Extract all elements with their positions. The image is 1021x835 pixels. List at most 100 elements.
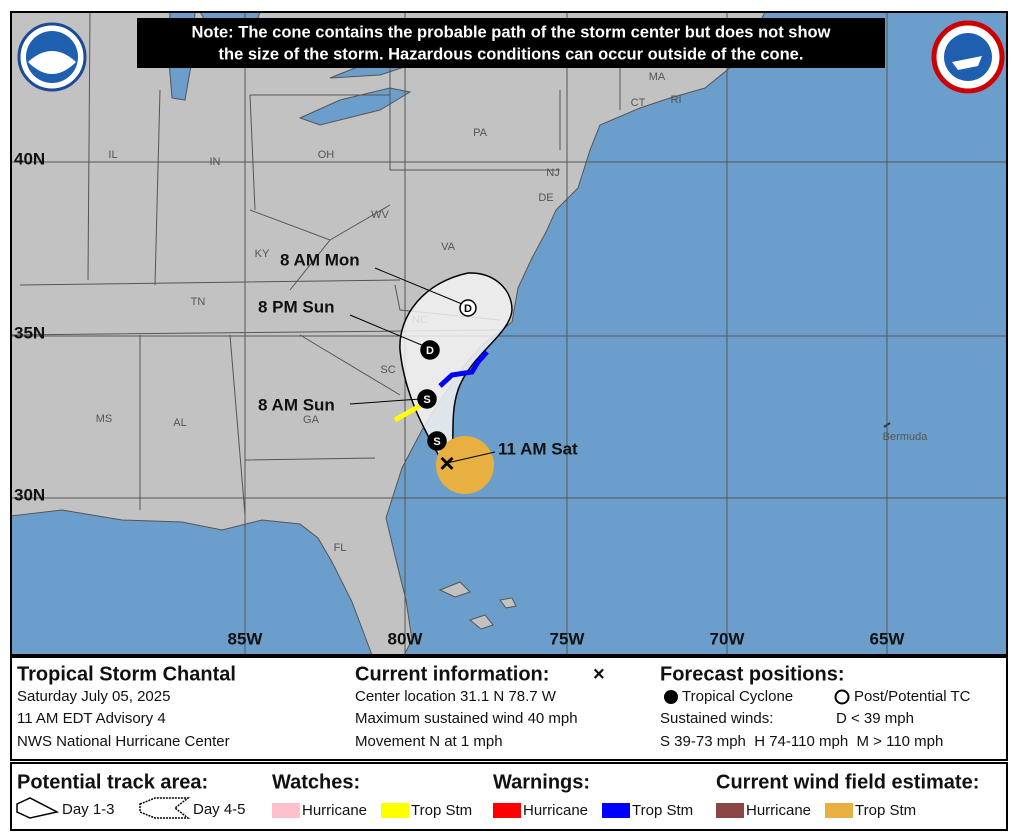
- state-label: MA: [649, 71, 666, 83]
- tc-icon: [664, 690, 678, 704]
- lon-label: 80W: [388, 629, 424, 648]
- lat-label: 30N: [14, 485, 45, 504]
- legend-text: D < 39 mph: [836, 710, 914, 727]
- legend-title: Potential track area:: [17, 771, 208, 793]
- cone: [399, 272, 513, 472]
- info-line: NWS National Hurricane Center: [17, 733, 230, 750]
- day45-icon: [139, 797, 191, 819]
- legend-swatch: [493, 803, 521, 818]
- lon-label: 75W: [550, 629, 586, 648]
- state-label: RI: [671, 94, 682, 106]
- current-marker: ×: [439, 448, 454, 478]
- legend-swatch: [716, 803, 744, 818]
- state-label: CT: [631, 97, 646, 109]
- forecast-point: [420, 340, 440, 360]
- point-label: 8 PM Sun: [258, 297, 335, 316]
- forecast-points: D D S S: [417, 299, 477, 451]
- lat-labels: 40N 35N 30N: [14, 149, 45, 504]
- state-label: AL: [173, 417, 186, 429]
- legend-swatch: [272, 803, 300, 818]
- info-line: 11 AM EDT Advisory 4: [17, 710, 166, 727]
- state-label: TN: [191, 296, 206, 308]
- state-label: IN: [210, 156, 221, 168]
- state-label: FL: [334, 542, 347, 554]
- legend-text: Trop Stm: [632, 802, 693, 819]
- place-label: Bermuda: [883, 431, 929, 443]
- state-label: IL: [108, 149, 117, 161]
- watch-segment: [393, 400, 427, 423]
- wind-field: [436, 436, 494, 494]
- state-label: PA: [473, 127, 488, 139]
- positions-title: Forecast positions:: [660, 663, 844, 685]
- lon-label: 70W: [710, 629, 746, 648]
- point-symbol: D: [426, 345, 434, 357]
- state-borders: [9, 11, 701, 516]
- state-labels: ILINOHPANJDEWVVAKYTNNCSCGAALMSFLMACTRI: [96, 71, 682, 554]
- legend-swatch: [381, 803, 409, 818]
- info-line: Saturday July 05, 2025: [17, 688, 170, 705]
- noaa-logo: [17, 22, 87, 92]
- state-label: WV: [371, 209, 389, 221]
- note: Note: The cone contains the probable pat…: [192, 23, 831, 41]
- point-symbol: S: [423, 394, 430, 406]
- legend-title: Current wind field estimate:: [716, 771, 979, 793]
- map-frame: [10, 11, 1008, 656]
- storm-title: Tropical Storm Chantal: [17, 663, 236, 685]
- lon-labels: 85W 80W 75W 70W 65W: [228, 629, 906, 648]
- land: [10, 11, 766, 656]
- state-label: OH: [318, 149, 335, 161]
- state-label: KY: [255, 248, 270, 260]
- state-label: VA: [441, 241, 456, 253]
- nws-logo: [931, 20, 1005, 94]
- current-symbol: ×: [593, 663, 605, 685]
- state-label: SC: [380, 364, 395, 376]
- note-box: [137, 18, 885, 68]
- lon-label: 85W: [228, 629, 264, 648]
- legend-title: Warnings:: [493, 771, 590, 793]
- legend-text: Trop Stm: [855, 802, 916, 819]
- legend-text: Day 4-5: [193, 801, 246, 818]
- state-label: DE: [538, 192, 553, 204]
- current-title: Current information:: [355, 663, 549, 685]
- legend-text: Tropical Cyclone: [682, 688, 793, 705]
- lon-label: 65W: [870, 629, 906, 648]
- forecast-point: [427, 431, 447, 451]
- state-label: NJ: [546, 167, 559, 179]
- lat-label: 35N: [14, 323, 45, 342]
- legend-swatch: [825, 803, 853, 818]
- point-label: 11 AM Sat: [498, 439, 578, 458]
- legend-text: Day 1-3: [62, 801, 115, 818]
- state-label: GA: [303, 414, 320, 426]
- bahamas: [438, 581, 517, 630]
- lake-erie: [298, 87, 412, 126]
- post-icon: [834, 689, 850, 705]
- legend-text: S 39-73 mph H 74-110 mph M > 110 mph: [660, 733, 943, 750]
- note: the size of the storm. Hazardous conditi…: [219, 45, 804, 63]
- legend-text: Sustained winds:: [660, 710, 773, 727]
- legend-swatch: [602, 803, 630, 818]
- legend-text: Hurricane: [523, 802, 588, 819]
- info-line: Movement N at 1 mph: [355, 733, 503, 750]
- point-label: 8 AM Sun: [258, 395, 335, 414]
- info-line: Maximum sustained wind 40 mph: [355, 710, 578, 727]
- legend-panel: Potential track area: Day 1-3 Day 4-5 Wa…: [10, 762, 1008, 831]
- info-line: Center location 31.1 N 78.7 W: [355, 688, 557, 705]
- point-label: 8 AM Mon: [280, 250, 360, 269]
- legend-title: Watches:: [272, 771, 360, 793]
- legend-text: Hurricane: [746, 802, 811, 819]
- lat-label: 40N: [14, 149, 45, 168]
- info-panel: Tropical Storm Chantal Saturday July 05,…: [10, 656, 1008, 761]
- legend-text: Trop Stm: [411, 802, 472, 819]
- forecast-point: [459, 299, 477, 317]
- point-symbol: S: [433, 436, 440, 448]
- warning-segment: [438, 350, 489, 388]
- state-label: MS: [96, 413, 113, 425]
- map: 40N 35N 30N 85W 80W 75W 70W 65W IL IN OH PA…: [9, 11, 1008, 656]
- leaders: [349, 267, 496, 464]
- legend-text: Post/Potential TC: [854, 688, 971, 705]
- forecast-point: [417, 389, 437, 409]
- day13-icon: [16, 797, 60, 819]
- legend-text: Hurricane: [302, 802, 367, 819]
- point-symbol: D: [464, 303, 472, 315]
